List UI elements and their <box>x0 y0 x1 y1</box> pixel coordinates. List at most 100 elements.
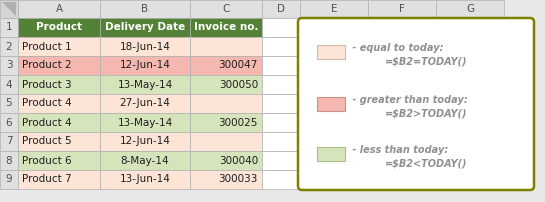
Text: 4: 4 <box>5 80 13 89</box>
Text: =$B2>TODAY(): =$B2>TODAY() <box>385 109 467 119</box>
Text: 300033: 300033 <box>219 175 258 184</box>
Text: - less than today:: - less than today: <box>349 145 448 155</box>
Bar <box>300 75 368 94</box>
Text: Product 6: Product 6 <box>22 156 71 165</box>
Bar <box>0 151 18 170</box>
Bar <box>100 18 190 37</box>
Text: Product 3: Product 3 <box>22 80 71 89</box>
Bar <box>18 94 100 113</box>
Bar <box>436 0 504 18</box>
Text: Product 1: Product 1 <box>22 41 71 52</box>
Bar <box>190 0 262 18</box>
Text: 3: 3 <box>5 61 13 70</box>
Bar <box>18 0 100 18</box>
Polygon shape <box>2 2 16 16</box>
Text: - greater than today:: - greater than today: <box>349 95 468 105</box>
Bar <box>262 0 300 18</box>
Bar <box>0 18 18 37</box>
Bar <box>0 113 18 132</box>
Text: F: F <box>399 4 405 14</box>
Text: 6: 6 <box>5 118 13 127</box>
Bar <box>300 151 368 170</box>
Bar <box>262 18 300 37</box>
Bar <box>0 0 18 18</box>
Bar <box>300 18 368 37</box>
Text: 7: 7 <box>5 137 13 146</box>
Text: Delivery Date: Delivery Date <box>105 22 185 33</box>
Text: 8: 8 <box>5 156 13 165</box>
Bar <box>262 56 300 75</box>
Text: Product 2: Product 2 <box>22 61 71 70</box>
Bar <box>18 18 100 37</box>
Bar <box>100 170 190 189</box>
Text: Product: Product <box>36 22 82 33</box>
Bar <box>317 147 345 161</box>
Bar <box>190 37 262 56</box>
Text: E: E <box>331 4 337 14</box>
Bar <box>100 132 190 151</box>
Bar <box>190 56 262 75</box>
Bar <box>436 132 504 151</box>
Bar <box>368 18 436 37</box>
Bar <box>436 75 504 94</box>
FancyBboxPatch shape <box>298 18 534 190</box>
Text: 13-Jun-14: 13-Jun-14 <box>119 175 171 184</box>
Bar <box>300 37 368 56</box>
Text: C: C <box>222 4 229 14</box>
Text: 300040: 300040 <box>219 156 258 165</box>
Text: 13-May-14: 13-May-14 <box>117 80 173 89</box>
Text: 300047: 300047 <box>219 61 258 70</box>
Bar <box>262 94 300 113</box>
Bar <box>100 75 190 94</box>
Bar <box>300 0 368 18</box>
Bar <box>190 18 262 37</box>
Bar <box>18 37 100 56</box>
Bar <box>436 18 504 37</box>
Bar <box>190 170 262 189</box>
Bar <box>436 170 504 189</box>
Bar <box>368 94 436 113</box>
Bar <box>0 132 18 151</box>
Bar <box>18 56 100 75</box>
Bar <box>436 94 504 113</box>
Bar <box>18 170 100 189</box>
Bar <box>300 170 368 189</box>
Bar <box>190 113 262 132</box>
Bar <box>100 0 190 18</box>
Bar <box>368 151 436 170</box>
Text: 2: 2 <box>5 41 13 52</box>
Bar <box>0 75 18 94</box>
Text: =$B2=TODAY(): =$B2=TODAY() <box>385 57 467 67</box>
Bar <box>300 56 368 75</box>
Bar <box>100 56 190 75</box>
Text: 13-May-14: 13-May-14 <box>117 118 173 127</box>
Text: Product 4: Product 4 <box>22 118 71 127</box>
Bar <box>262 75 300 94</box>
Bar <box>100 113 190 132</box>
Bar <box>368 0 436 18</box>
Bar <box>190 151 262 170</box>
Bar <box>436 56 504 75</box>
Bar <box>300 132 368 151</box>
Bar <box>100 94 190 113</box>
Bar <box>300 113 368 132</box>
Bar <box>368 56 436 75</box>
Bar <box>0 94 18 113</box>
Text: 8-May-14: 8-May-14 <box>120 156 169 165</box>
Bar <box>436 37 504 56</box>
Bar <box>0 56 18 75</box>
Bar <box>317 97 345 111</box>
Bar <box>190 75 262 94</box>
Text: 1: 1 <box>5 22 13 33</box>
Text: A: A <box>56 4 63 14</box>
Bar <box>190 132 262 151</box>
Bar <box>100 37 190 56</box>
Bar <box>317 45 345 59</box>
Text: 12-Jun-14: 12-Jun-14 <box>119 61 171 70</box>
Bar <box>100 151 190 170</box>
Text: 300025: 300025 <box>219 118 258 127</box>
Bar <box>436 113 504 132</box>
Text: 18-Jun-14: 18-Jun-14 <box>119 41 171 52</box>
Bar <box>368 132 436 151</box>
Bar <box>436 151 504 170</box>
